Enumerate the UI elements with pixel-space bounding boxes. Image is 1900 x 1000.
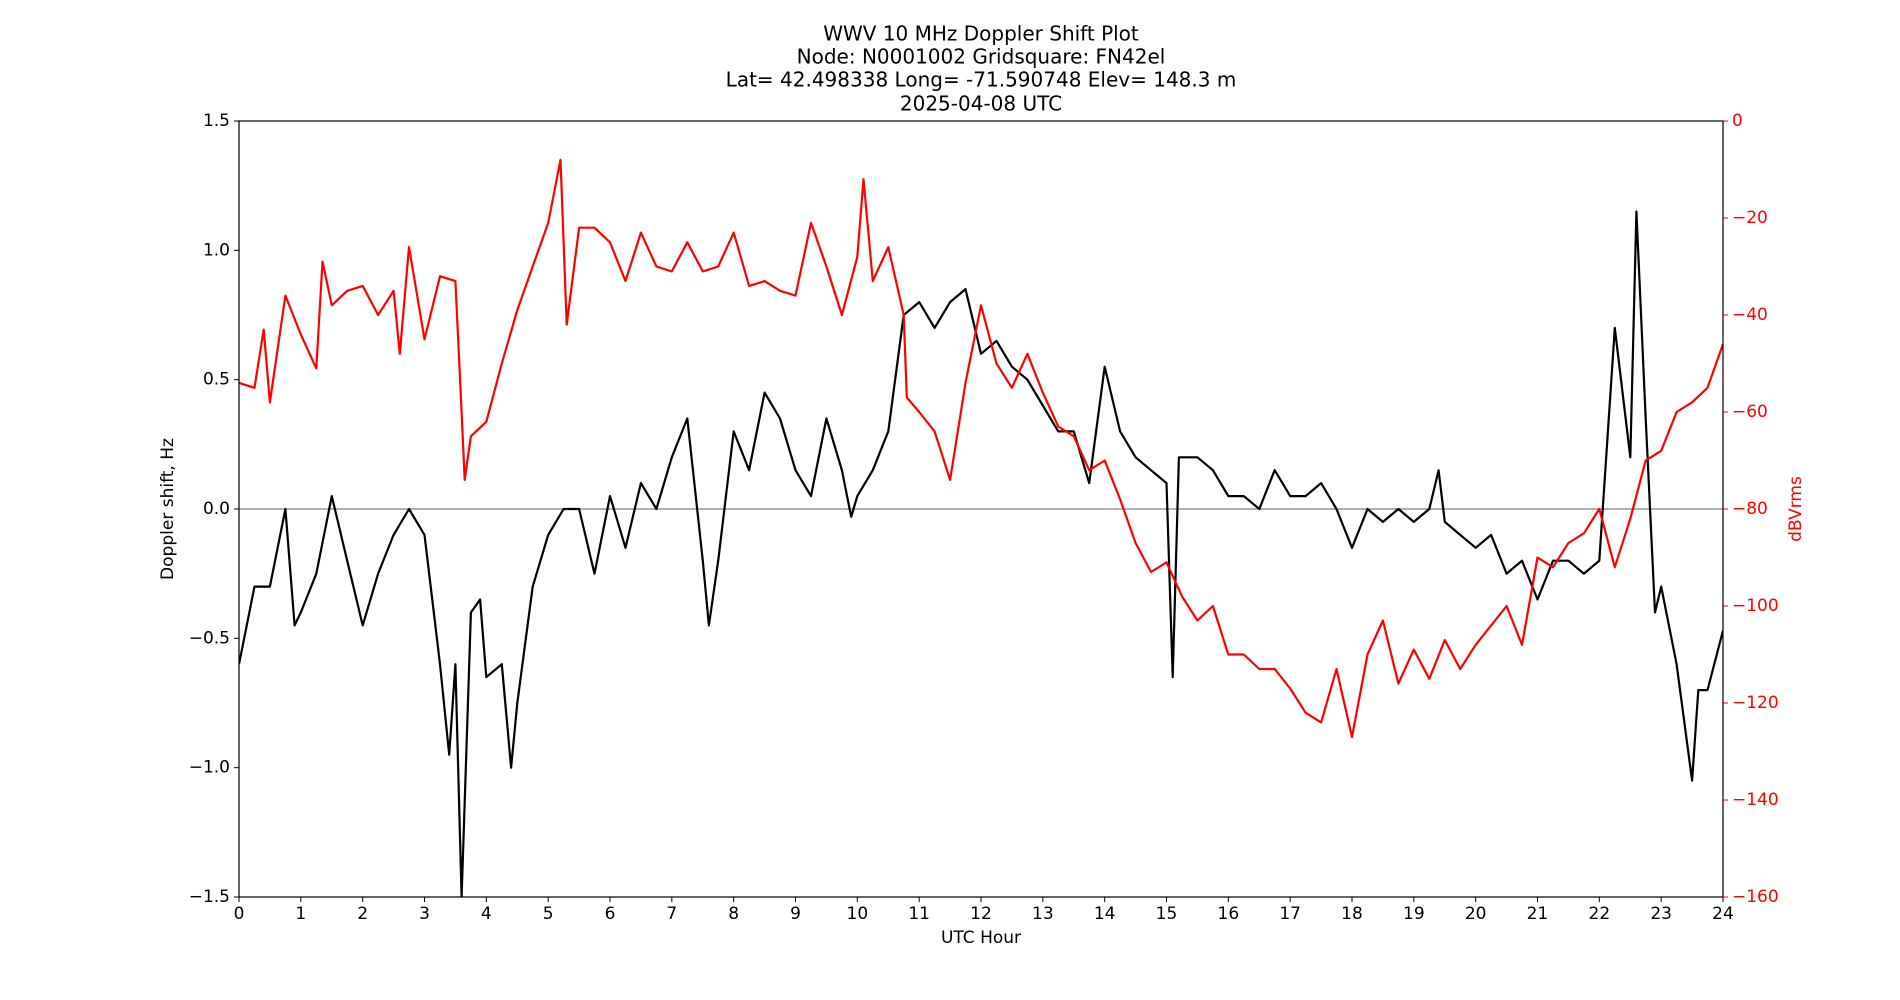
y2-tick-label: −140 (1732, 790, 1779, 810)
chart-subtitle: Node: N0001002 Gridsquare: FN42el (797, 45, 1166, 69)
x-tick-label: 3 (419, 904, 430, 924)
x-tick-label: 13 (1032, 904, 1054, 924)
y2-tick-label: −40 (1732, 305, 1768, 325)
y2-tick-label: 0 (1732, 111, 1743, 131)
y2-tick-label: −60 (1732, 402, 1768, 422)
x-tick-label: 2 (357, 904, 368, 924)
chart-subtitle: Lat= 42.498338 Long= -71.590748 Elev= 14… (726, 68, 1237, 92)
x-tick-label: 14 (1094, 904, 1116, 924)
x-tick-label: 1 (295, 904, 306, 924)
x-tick-label: 7 (666, 904, 677, 924)
y-axis-label: Doppler shift, Hz (158, 438, 178, 580)
y2-axis-label: dBVrms (1786, 476, 1806, 542)
y2-tick-label: −80 (1732, 499, 1768, 519)
x-tick-label: 21 (1527, 904, 1549, 924)
x-tick-label: 6 (605, 904, 616, 924)
series-line (239, 210, 1723, 897)
chart-title: WWV 10 MHz Doppler Shift Plot (823, 22, 1139, 46)
x-tick-label: 24 (1712, 904, 1734, 924)
y2-tick-label: −160 (1732, 887, 1779, 907)
x-tick-label: 23 (1650, 904, 1672, 924)
y-tick-label: −1.0 (189, 758, 230, 778)
x-tick-label: 10 (847, 904, 869, 924)
chart-subtitle: 2025-04-08 UTC (900, 92, 1062, 116)
x-tick-label: 18 (1341, 904, 1363, 924)
x-tick-label: 22 (1589, 904, 1611, 924)
x-tick-label: 9 (790, 904, 801, 924)
plot-frame (238, 120, 1724, 898)
x-tick-label: 8 (728, 904, 739, 924)
x-tick-label: 0 (234, 904, 245, 924)
x-tick-label: 12 (970, 904, 992, 924)
y2-tick-label: −100 (1732, 596, 1779, 616)
x-tick-label: 19 (1403, 904, 1425, 924)
x-tick-label: 16 (1218, 904, 1240, 924)
y-tick-label: 0.0 (203, 499, 230, 519)
x-tick-label: 20 (1465, 904, 1487, 924)
y-tick-label: 1.0 (203, 240, 230, 260)
y-tick-label: 1.5 (203, 111, 230, 131)
x-axis-label: UTC Hour (941, 928, 1021, 948)
x-tick-label: 4 (481, 904, 492, 924)
y-tick-label: −0.5 (189, 628, 230, 648)
y-tick-label: −1.5 (189, 887, 230, 907)
y-tick-label: 0.5 (203, 370, 230, 390)
series-line (239, 158, 1723, 739)
y2-tick-label: −120 (1732, 693, 1779, 713)
x-tick-label: 5 (543, 904, 554, 924)
x-tick-label: 11 (908, 904, 930, 924)
x-tick-label: 15 (1156, 904, 1178, 924)
x-tick-label: 17 (1279, 904, 1301, 924)
y2-tick-label: −20 (1732, 208, 1768, 228)
